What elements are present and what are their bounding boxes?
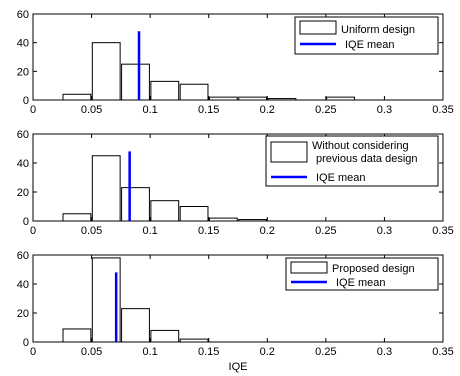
y-tick-label: 20 [17, 66, 29, 78]
x-tick-label: 0.2 [260, 346, 275, 358]
legend-swatch-bar [299, 20, 337, 35]
histogram-bar [91, 42, 121, 101]
histogram-panel-1: 0 0.05 0.1 0.15 0.2 0.25 0.3 0.35 0 20 40 60 Uniform… [17, 9, 454, 116]
legend: Uniform design IQE mean [294, 16, 439, 55]
x-tick-label: 0.15 [198, 225, 219, 237]
y-tick-label: 40 [17, 279, 29, 291]
legend-label: Without considering previous data design [312, 140, 418, 165]
legend-label: IQE mean [345, 39, 395, 51]
histogram-bar [238, 219, 268, 222]
histogram-bar [208, 217, 238, 222]
y-tick-label: 20 [17, 187, 29, 199]
x-axis-label: IQE [229, 361, 248, 373]
x-tick-label: 0.05 [81, 346, 102, 358]
y-tick-label: 60 [17, 250, 29, 262]
histogram-bar [62, 213, 92, 222]
x-tick-label: 0.2 [260, 225, 275, 237]
x-tick-label: 0.2 [260, 104, 275, 116]
x-tick-label: 0.35 [432, 104, 453, 116]
x-tick-label: 0.15 [198, 346, 219, 358]
y-tick-label: 40 [17, 158, 29, 170]
histogram-bar [238, 96, 268, 101]
legend: Proposed design IQE mean [285, 257, 439, 291]
histogram-bar [150, 80, 180, 101]
legend-label: Uniform design [341, 24, 415, 36]
histogram-bar [150, 329, 180, 343]
x-tick-label: 0.1 [142, 346, 157, 358]
y-tick-label: 60 [17, 9, 29, 21]
legend: Without considering previous data design I… [265, 135, 439, 187]
x-tick-label: 0.05 [81, 104, 102, 116]
legend-swatch-bar [290, 261, 328, 274]
y-tick-label: 0 [23, 95, 29, 107]
histogram-panel-2: 0 0.05 0.1 0.15 0.2 0.25 0.3 0.35 0 20 40 60 Without… [17, 129, 454, 237]
histogram-bar [267, 98, 297, 101]
y-tick-label: 40 [17, 38, 29, 50]
histogram-bar [179, 338, 209, 343]
histogram-bar [179, 83, 209, 101]
x-tick-label: 0.35 [432, 225, 453, 237]
histogram-bar [150, 200, 180, 222]
histogram-bar [62, 328, 92, 343]
x-tick-label: 0.3 [377, 225, 392, 237]
x-tick-label: 0.35 [432, 346, 453, 358]
histogram-bar [326, 96, 355, 101]
legend-swatch-bar [270, 141, 308, 163]
x-tick-label: 0.25 [315, 346, 336, 358]
x-tick-label: 0.05 [81, 225, 102, 237]
histogram-bar [179, 206, 209, 222]
legend-label: IQE mean [316, 172, 366, 184]
histogram-bar [121, 187, 150, 222]
x-tick-label: 0.25 [315, 104, 336, 116]
legend-label: IQE mean [336, 277, 386, 289]
histogram-bar [208, 96, 238, 101]
y-tick-label: 60 [17, 129, 29, 141]
x-tick-label: 0 [30, 225, 36, 237]
y-tick-label: 0 [23, 216, 29, 228]
x-tick-label: 0.25 [315, 225, 336, 237]
x-tick-label: 0.3 [377, 104, 392, 116]
x-tick-label: 0.1 [142, 225, 157, 237]
x-tick-label: 0.15 [198, 104, 219, 116]
histogram-bar [91, 155, 121, 222]
x-tick-label: 0.1 [142, 104, 157, 116]
histogram-bar [62, 93, 92, 101]
histogram-bar [121, 308, 150, 343]
histogram-panel-3: 0 0.05 0.1 0.15 0.2 0.25 0.3 0.35 0 20 40 60 Propose… [17, 250, 454, 358]
histogram-bar [121, 63, 150, 101]
y-tick-label: 0 [23, 337, 29, 349]
x-tick-label: 0 [30, 346, 36, 358]
legend-label: Proposed design [332, 263, 415, 275]
x-tick-label: 0 [30, 104, 36, 116]
y-tick-label: 20 [17, 308, 29, 320]
x-tick-label: 0.3 [377, 346, 392, 358]
